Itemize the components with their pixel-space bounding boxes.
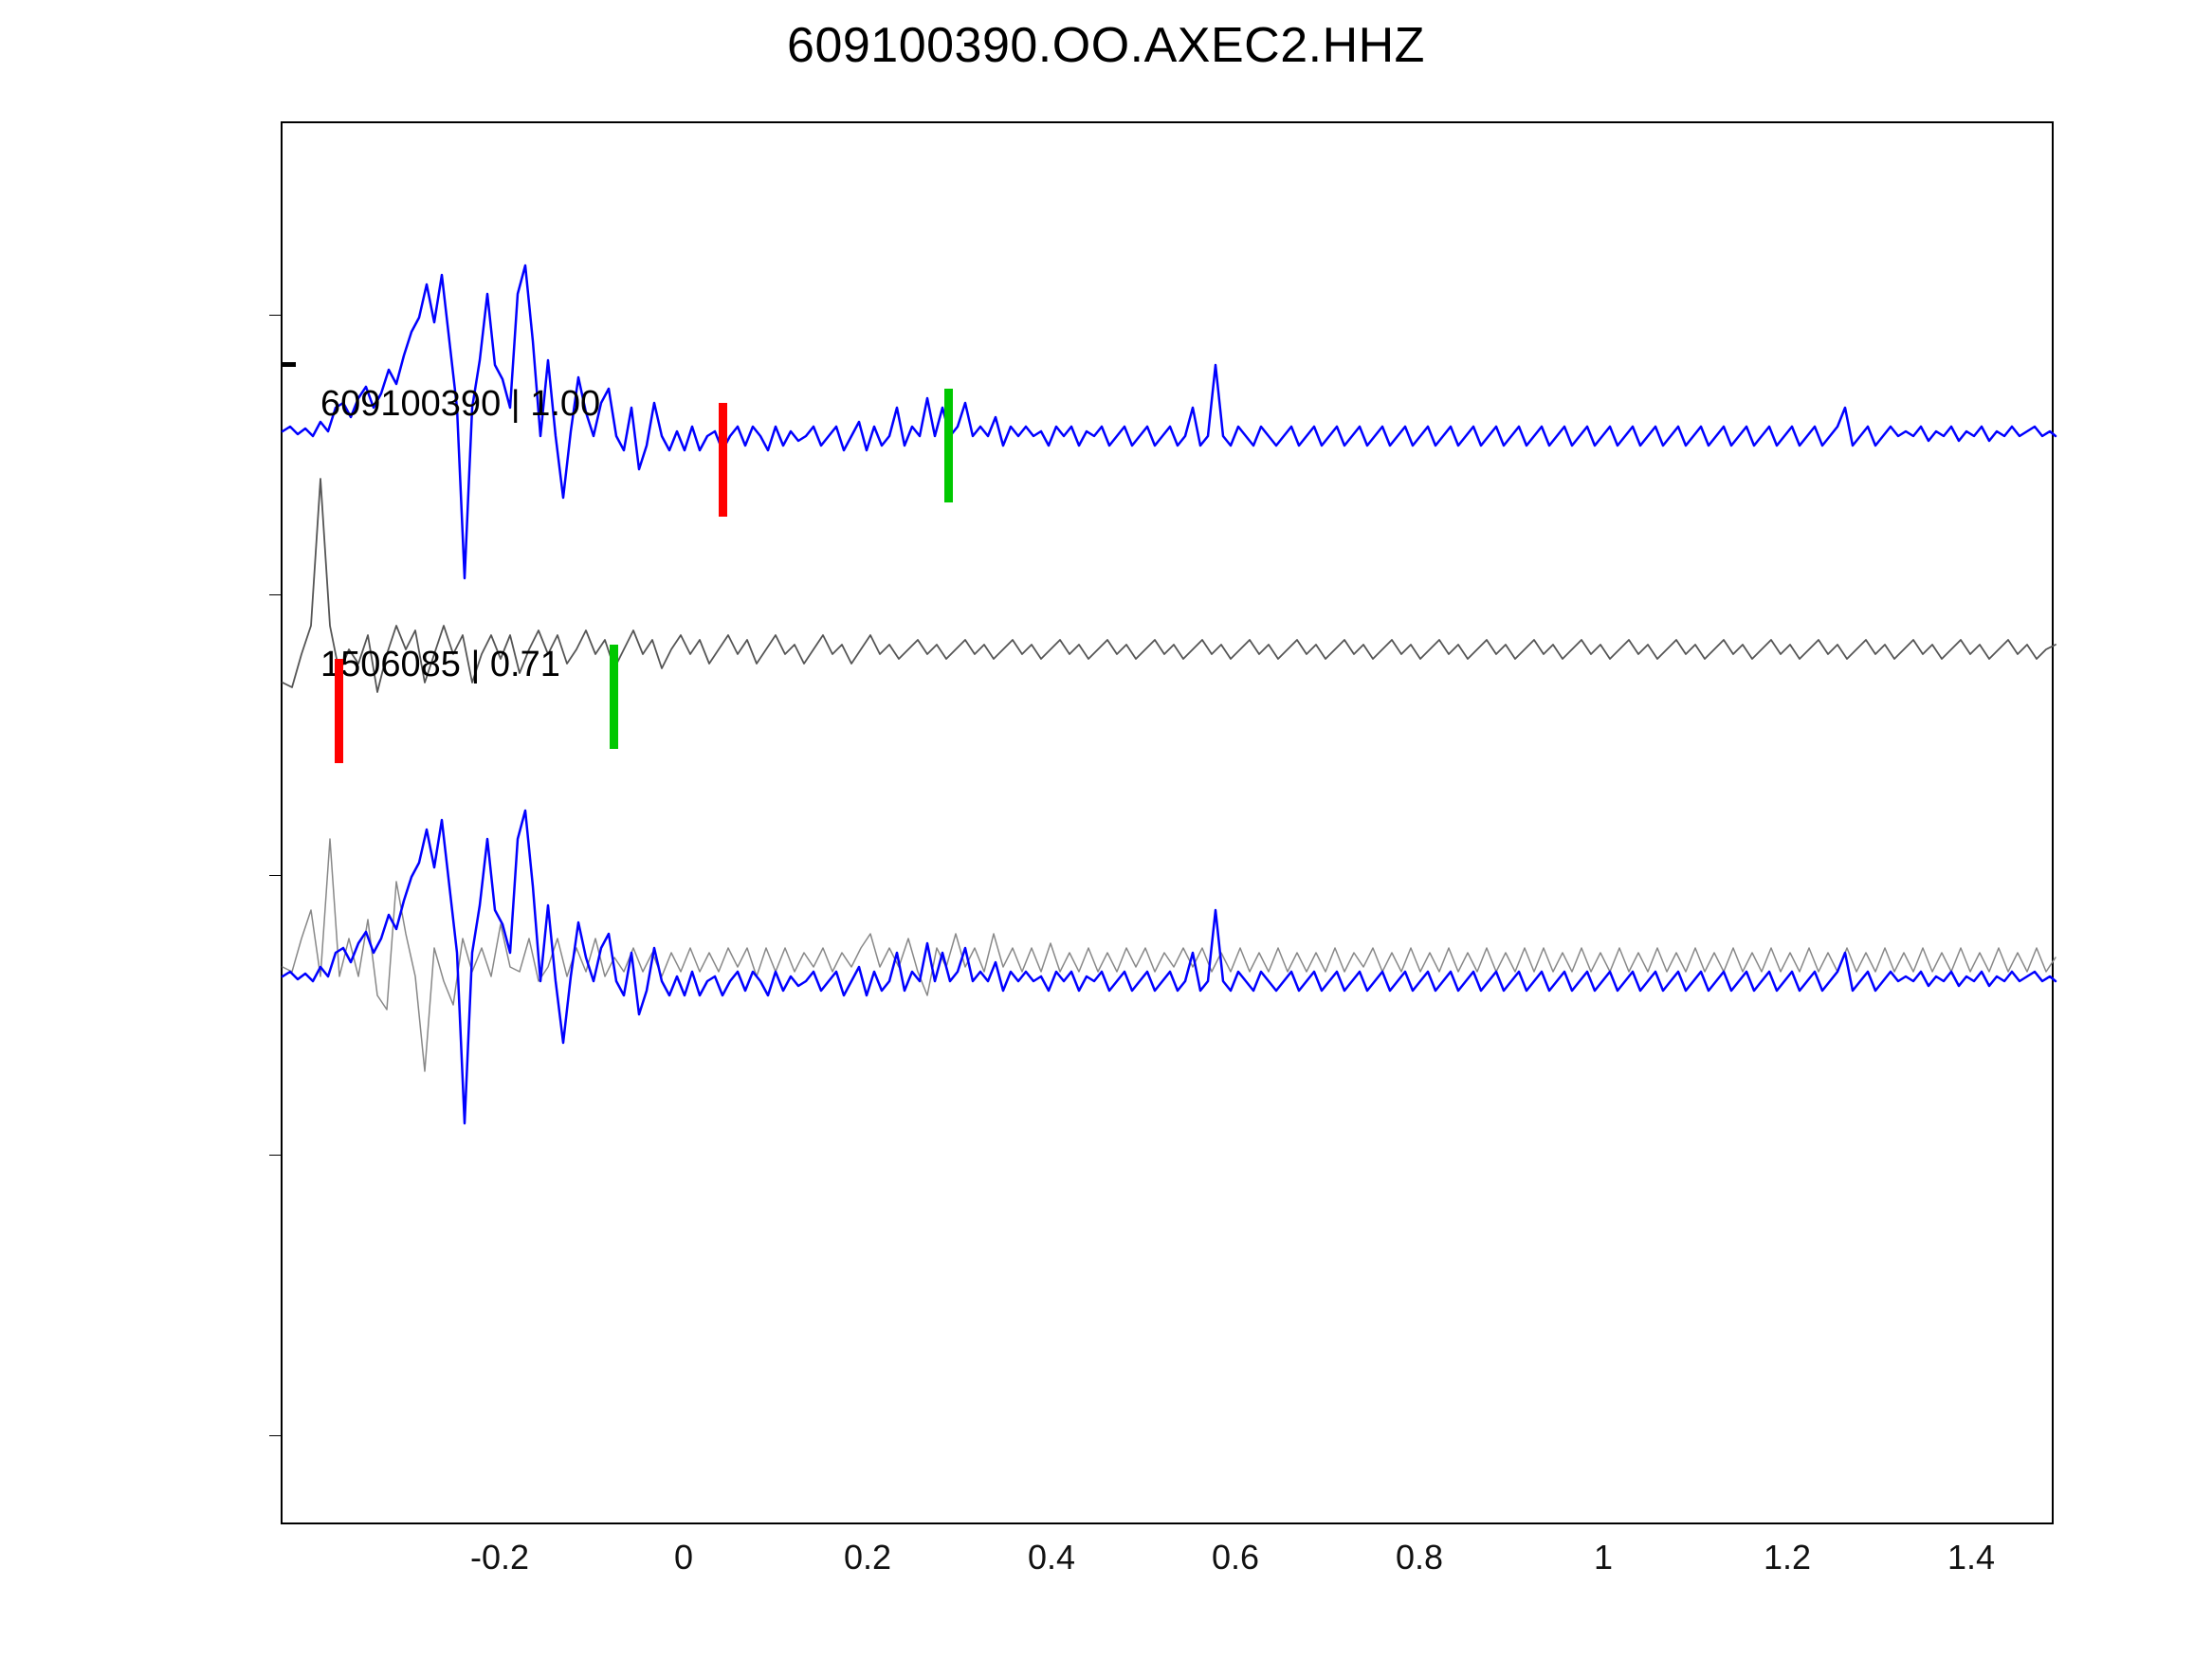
- chart-title: 609100390.OO.AXEC2.HHZ: [0, 17, 2212, 74]
- xtick-label-4: 0.6: [1212, 1538, 1259, 1577]
- ytick-left-3: [269, 875, 283, 876]
- panel-bottom-gray-waveform[interactable]: [283, 839, 2056, 1071]
- ytick-left-4: [269, 1155, 283, 1156]
- xtick-label-6: 1: [1594, 1538, 1613, 1577]
- xtick-label-2: 0.2: [844, 1538, 891, 1577]
- seismic-waveform-chart: 609100390.OO.AXEC2.HHZ 609100390 | 1.00 …: [0, 0, 2212, 1659]
- xtick-label-1: 0: [674, 1538, 693, 1577]
- panel-bottom-svg: [283, 123, 2056, 1526]
- plot-frame: 609100390 | 1.00 1506085 | 0.71: [281, 121, 2054, 1524]
- xtick-label-0: -0.2: [470, 1538, 529, 1577]
- ytick-left-5: [269, 1435, 283, 1436]
- xtick-label-3: 0.4: [1028, 1538, 1075, 1577]
- xtick-label-5: 0.8: [1396, 1538, 1443, 1577]
- ytick-left-2: [269, 594, 283, 595]
- ytick-left-1: [269, 315, 283, 316]
- xtick-label-7: 1.2: [1764, 1538, 1811, 1577]
- xtick-label-8: 1.4: [1947, 1538, 1995, 1577]
